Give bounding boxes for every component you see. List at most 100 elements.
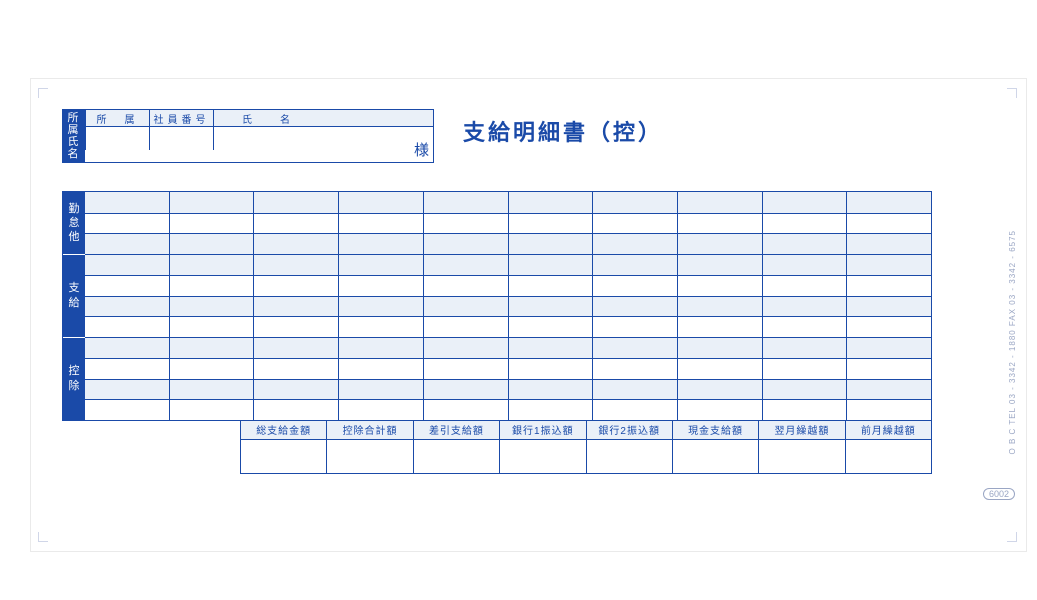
table-cell: [508, 338, 593, 359]
table-cell: [423, 192, 508, 213]
table-cell: [762, 316, 847, 337]
table-row: [85, 233, 931, 254]
summary-value: [414, 439, 499, 473]
table-cell: [338, 213, 423, 234]
table-cell: [85, 379, 169, 400]
table-cell: [169, 379, 254, 400]
table-cell: [85, 255, 169, 276]
table-cell: [592, 255, 677, 276]
summary-value: [327, 439, 412, 473]
table-section: [85, 337, 931, 420]
table-cell: [508, 399, 593, 420]
id-block-label: 所属氏名: [63, 110, 85, 162]
summary-header: 控除合計額: [327, 421, 412, 439]
table-cell: [677, 213, 762, 234]
summary-row: 総支給金額控除合計額差引支給額銀行1振込額銀行2振込額現金支給額翌月繰越額前月繰…: [240, 421, 932, 474]
table-cell: [338, 338, 423, 359]
crop-mark-tl: [38, 88, 48, 98]
value-empno: [149, 126, 213, 150]
table-cell: [253, 316, 338, 337]
perforation-right: [1026, 78, 1027, 552]
summary-column: 現金支給額: [672, 421, 758, 473]
table-cell: [423, 358, 508, 379]
summary-header: 差引支給額: [414, 421, 499, 439]
table-cell: [253, 213, 338, 234]
table-cell: [508, 358, 593, 379]
table-row: [85, 399, 931, 420]
value-dept: [85, 126, 149, 150]
table-cell: [762, 233, 847, 254]
table-cell: [508, 379, 593, 400]
form-title: 支給明細書（控）: [463, 115, 663, 147]
table-cell: [677, 275, 762, 296]
table-cell: [677, 358, 762, 379]
table-cell: [677, 233, 762, 254]
table-cell: [592, 379, 677, 400]
table-cell: [169, 399, 254, 420]
table-cell: [85, 316, 169, 337]
table-cell: [423, 233, 508, 254]
table-cell: [253, 338, 338, 359]
table-cell: [338, 233, 423, 254]
form-number: 6002: [983, 488, 1015, 500]
table-cell: [508, 233, 593, 254]
main-grid: 勤怠他 支給 控除: [62, 191, 932, 421]
summary-value: [241, 439, 326, 473]
table-cell: [85, 213, 169, 234]
summary-column: 銀行2振込額: [586, 421, 672, 473]
table-cell: [592, 275, 677, 296]
table-cell: [846, 255, 931, 276]
table-cell: [677, 338, 762, 359]
crop-mark-tr: [1007, 88, 1017, 98]
table-cell: [338, 399, 423, 420]
table-cell: [762, 275, 847, 296]
summary-header: 銀行1振込額: [500, 421, 585, 439]
table-cell: [592, 358, 677, 379]
table-row: [85, 213, 931, 234]
table-cell: [338, 192, 423, 213]
table-cell: [846, 296, 931, 317]
section-labels: 勤怠他 支給 控除: [63, 192, 85, 420]
table-cell: [592, 213, 677, 234]
table-cell: [169, 296, 254, 317]
table-cell: [846, 379, 931, 400]
header-row: 所属氏名 所 属 社員番号 氏名 様 支給明細書（控）: [62, 109, 932, 163]
summary-header: 銀行2振込額: [587, 421, 672, 439]
summary-column: 銀行1振込額: [499, 421, 585, 473]
table-cell: [169, 255, 254, 276]
table-cell: [253, 296, 338, 317]
section-label-deduction: 控除: [63, 338, 85, 420]
honorific-sama: 様: [414, 139, 429, 160]
table-cell: [85, 275, 169, 296]
header-name: 氏名: [213, 110, 433, 126]
table-cell: [762, 213, 847, 234]
table-cell: [846, 213, 931, 234]
table-cell: [423, 275, 508, 296]
table-row: [85, 316, 931, 337]
table-cell: [423, 379, 508, 400]
summary-value: [587, 439, 672, 473]
table-cell: [677, 192, 762, 213]
table-cell: [253, 358, 338, 379]
table-cell: [253, 379, 338, 400]
section-label-payment: 支給: [63, 255, 85, 338]
section-label-attendance: 勤怠他: [63, 192, 85, 255]
perforation-left: [30, 78, 31, 552]
summary-header: 総支給金額: [241, 421, 326, 439]
table-cell: [677, 399, 762, 420]
table-cell: [85, 192, 169, 213]
crop-mark-bl: [38, 532, 48, 542]
table-row: [85, 275, 931, 296]
summary-column: 総支給金額: [241, 421, 326, 473]
table-cell: [592, 296, 677, 317]
table-cell: [846, 399, 931, 420]
table-cell: [846, 338, 931, 359]
table-row: [85, 296, 931, 317]
table-cell: [677, 379, 762, 400]
table-cell: [846, 192, 931, 213]
table-cell: [169, 275, 254, 296]
table-cell: [338, 296, 423, 317]
summary-column: 差引支給額: [413, 421, 499, 473]
table-cell: [762, 399, 847, 420]
table-cell: [423, 296, 508, 317]
